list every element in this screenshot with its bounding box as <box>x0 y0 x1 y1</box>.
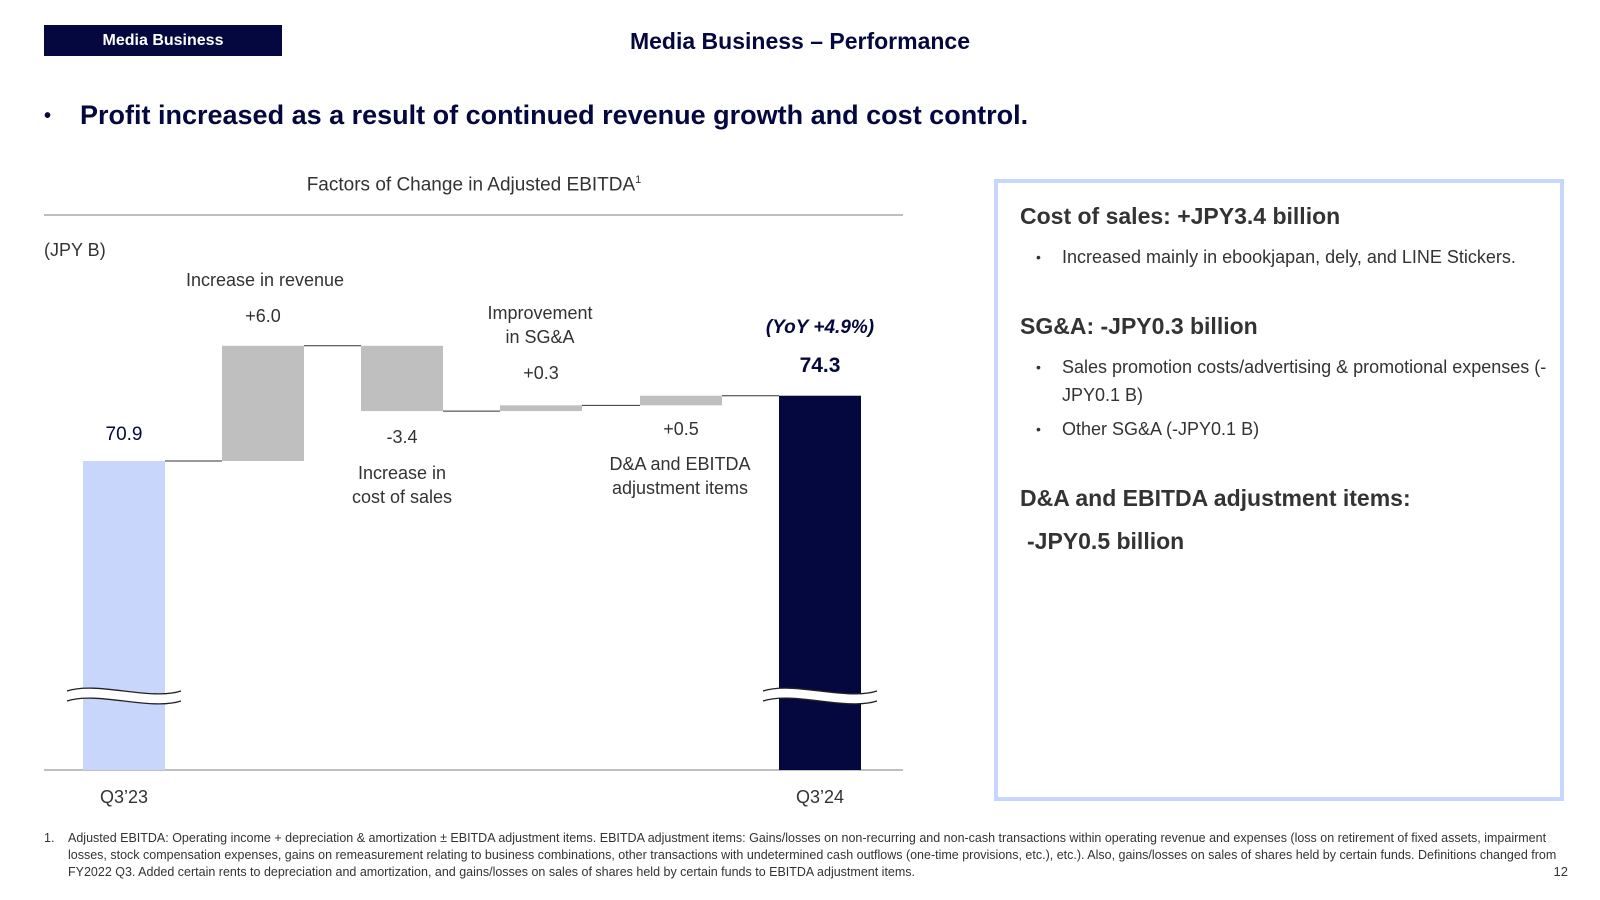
bullet-marker: • <box>1036 421 1041 437</box>
chart-title: Factors of Change in Adjusted EBITDA1 <box>44 174 904 196</box>
category-label-da-line1: D&A and EBITDA <box>609 454 751 474</box>
category-label-revenue: Increase in revenue <box>185 270 345 290</box>
section-heading-da: D&A and EBITDA adjustment items: <box>1020 485 1411 511</box>
value-label-q3-24: 74.3 <box>799 354 841 377</box>
bullet-text: Other SG&A (-JPY0.1 B) <box>1062 419 1260 439</box>
category-label-cost-line2: cost of sales <box>351 487 453 507</box>
category-label-cost: Increase in cost of sales <box>320 461 484 509</box>
chart-unit: (JPY B) <box>44 240 106 260</box>
category-label-sga-line1: Improvement <box>487 303 593 323</box>
bullet-sga-other: • Other SG&A (-JPY0.1 B) <box>1036 415 1551 443</box>
headline-bullet: • <box>44 105 52 128</box>
footnote: 1. Adjusted EBITDA: Operating income + d… <box>44 830 1564 881</box>
value-label-cost: -3.4 <box>386 427 418 447</box>
chart-title-footnote-ref: 1 <box>635 174 642 186</box>
category-label-sga-line2: in SG&A <box>505 327 575 347</box>
value-label-q3-23: 70.9 <box>105 424 143 445</box>
page-number: 12 <box>1553 864 1568 879</box>
bar-sga <box>500 405 582 412</box>
headline-text: Profit increased as a result of continue… <box>80 100 1029 130</box>
explanation-panel: Cost of sales: +JPY3.4 billion • Increas… <box>994 179 1564 801</box>
bullet-text: Sales promotion costs/advertising & prom… <box>1062 357 1547 405</box>
category-label-sga: Improvement in SG&A <box>460 301 620 349</box>
value-label-revenue: +6.0 <box>245 306 281 326</box>
page-title: Media Business – Performance <box>629 28 971 54</box>
bullet-marker: • <box>1036 359 1041 375</box>
footnote-text: Adjusted EBITDA: Operating income + depr… <box>68 831 1557 879</box>
bar-revenue <box>222 345 304 461</box>
category-label-da: D&A and EBITDA adjustment items <box>590 452 770 500</box>
section-heading-cost-of-sales: Cost of sales: +JPY3.4 billion <box>1020 203 1341 229</box>
bullet-text: Increased mainly in ebookjapan, dely, an… <box>1062 247 1516 267</box>
bar-q3-23 <box>83 461 165 770</box>
section-heading-sga: SG&A: -JPY0.3 billion <box>1020 313 1258 339</box>
x-tick-q3-24: Q3’24 <box>795 787 845 807</box>
bar-q3-24 <box>779 395 861 770</box>
bullet-marker: • <box>1036 249 1041 265</box>
value-label-da: +0.5 <box>663 419 699 439</box>
bar-cost <box>361 345 443 412</box>
yoy-annotation: (YoY +4.9%) <box>765 317 875 338</box>
axis-break-q3-24 <box>762 687 878 705</box>
category-label-cost-line1: Increase in <box>357 463 447 483</box>
x-tick-q3-23: Q3’23 <box>99 787 149 807</box>
footnote-number: 1. <box>44 831 55 845</box>
bullet-cost-of-sales: • Increased mainly in ebookjapan, dely, … <box>1036 243 1551 271</box>
bar-da <box>640 395 722 406</box>
headline: • Profit increased as a result of continu… <box>44 100 1028 131</box>
axis-break-q3-23 <box>66 687 182 705</box>
section-badge: Media Business <box>44 25 282 56</box>
chart-title-text: Factors of Change in Adjusted EBITDA <box>306 174 636 196</box>
bullet-sga-promotion: • Sales promotion costs/advertising & pr… <box>1036 353 1551 409</box>
section-subheading-da: -JPY0.5 billion <box>1027 528 1185 554</box>
value-label-sga: +0.3 <box>523 363 559 383</box>
category-label-da-line2: adjustment items <box>611 478 749 498</box>
